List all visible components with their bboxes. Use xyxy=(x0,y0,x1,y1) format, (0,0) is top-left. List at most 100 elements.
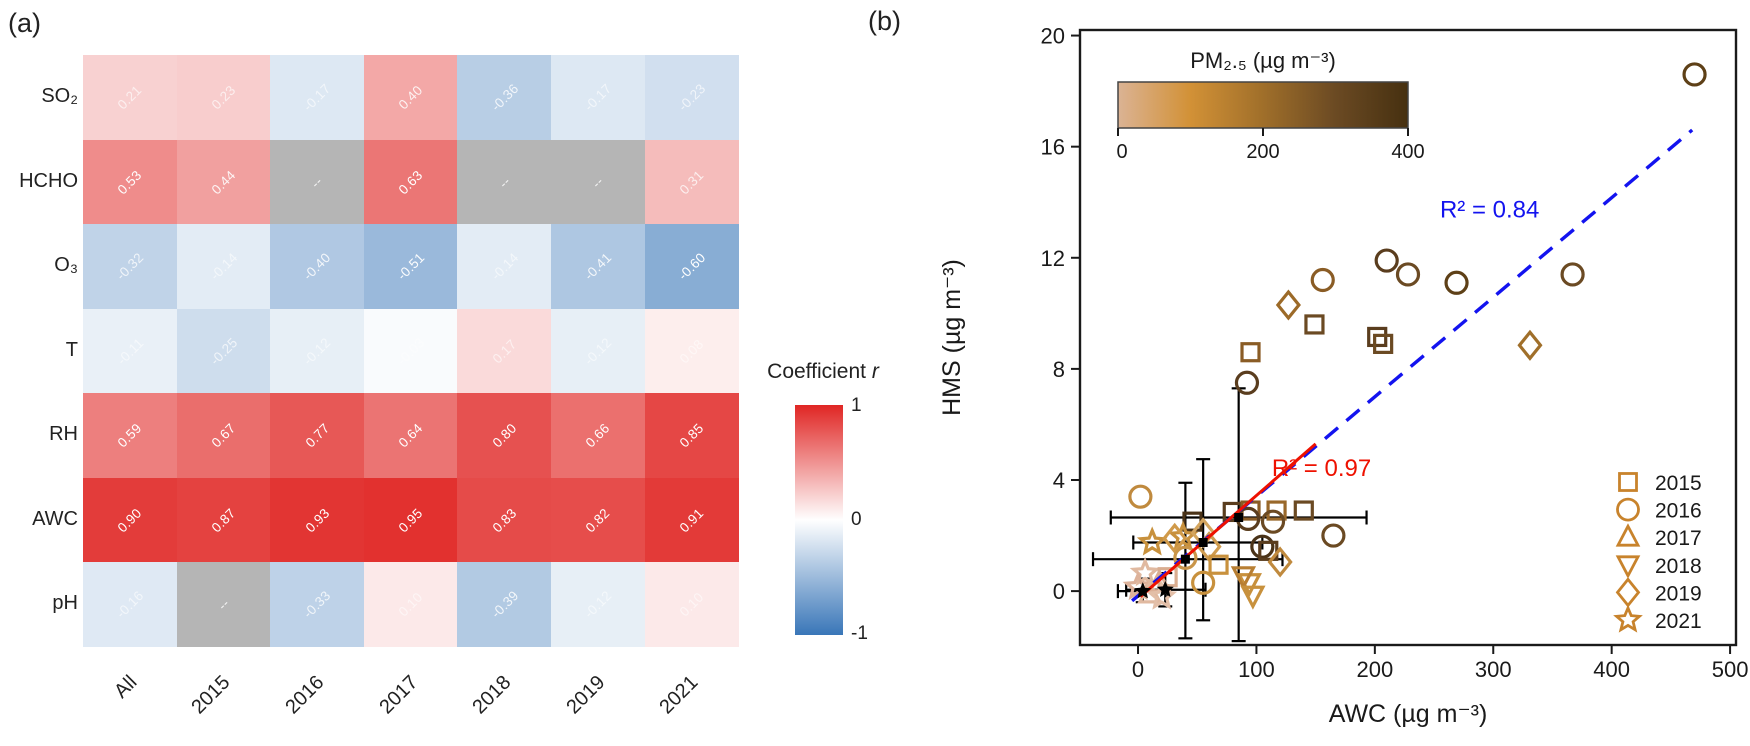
heatmap-cell-value: -0.17 xyxy=(581,80,615,115)
y-tick-label: 16 xyxy=(1041,135,1065,160)
heatmap-cell-value: 0.10 xyxy=(395,589,426,620)
data-point-2015 xyxy=(1373,333,1394,354)
data-point-2016 xyxy=(1173,545,1198,570)
data-point-2016 xyxy=(1682,62,1707,87)
heatmap-column-labels: All 2015 2016 2017 2018 2019 2021 xyxy=(83,650,738,740)
heatmap-cell-value: -0.12 xyxy=(300,334,334,368)
heatmap-cell: -0.60 xyxy=(644,224,739,309)
data-point-2018 xyxy=(1240,585,1266,610)
legend-marker-triangle-up xyxy=(1615,523,1641,547)
pm25-colorbar xyxy=(1117,81,1409,129)
data-point-2019 xyxy=(1517,329,1543,361)
heatmap-row-label: AWC xyxy=(32,507,78,530)
legend-marker-square xyxy=(1618,472,1638,492)
heatmap-cell-value: 0.08 xyxy=(676,336,707,366)
data-point-2016 xyxy=(1128,484,1153,509)
data-point-2015 xyxy=(1293,500,1314,521)
heatmap-cell-value: 0.23 xyxy=(208,82,239,113)
mean-marker xyxy=(1156,580,1174,597)
legend-label: 2018 xyxy=(1655,555,1702,578)
heatmap-cell: 0.83 xyxy=(457,477,552,563)
data-point-2016 xyxy=(1374,248,1399,273)
heatmap-cell: -0.14 xyxy=(176,224,271,309)
heatmap-cell: -- xyxy=(551,139,645,225)
data-point-2016 xyxy=(1234,370,1260,395)
data-point-2016 xyxy=(1250,534,1275,559)
heatmap-cell: 0.93 xyxy=(270,477,365,563)
heatmap-cell: -0.11 xyxy=(83,308,177,394)
heatmap-row-label: RH xyxy=(49,423,78,446)
heatmap-cell-value: 0.67 xyxy=(208,420,239,451)
plot-frame xyxy=(1078,28,1738,647)
heatmap-cell: -0.51 xyxy=(363,224,458,309)
heatmap-cell: -0.12 xyxy=(551,308,645,394)
heatmap-cell: -0.17 xyxy=(270,55,365,140)
heatmap-cell: -0.23 xyxy=(644,55,739,140)
heatmap-cell-value: 0.21 xyxy=(115,82,145,113)
mean-marker xyxy=(1180,554,1190,564)
heatmap-cell-value: -0.33 xyxy=(300,587,334,622)
heatmap-column-label: 2021 xyxy=(655,671,703,719)
heatmap-cell-value: -0.23 xyxy=(675,80,709,115)
x-tick-label: 100 xyxy=(1238,657,1275,682)
y-axis-label: HMS (µg m⁻³) xyxy=(938,259,966,416)
heatmap-cell: 0.85 xyxy=(644,393,739,478)
red-solid-fit-label: R² = 0.97 xyxy=(1272,455,1371,482)
heatmap-column-label: 2016 xyxy=(281,671,329,719)
heatmap-cell-value: -0.17 xyxy=(300,80,334,115)
heatmap-cell-value: 0.77 xyxy=(302,420,333,451)
data-point-2016 xyxy=(1260,509,1286,534)
y-tick-label: 4 xyxy=(1053,468,1065,493)
pm25-tick-label: 0 xyxy=(1116,141,1127,163)
heatmap-cell-value: 0.53 xyxy=(115,167,145,197)
heatmap-cell: -0.40 xyxy=(270,224,365,309)
heatmap-cell: 0.87 xyxy=(176,477,271,563)
data-point-2015 xyxy=(1240,342,1261,363)
heatmap-cell: -0.12 xyxy=(270,308,365,394)
heatmap-cell-value: 0.66 xyxy=(583,420,613,451)
heatmap-cell: 0.23 xyxy=(176,55,271,140)
heatmap-cell: -0.36 xyxy=(457,55,552,140)
colorbar-tick-1: 1 xyxy=(851,395,862,416)
heatmap-cell-value: 0.83 xyxy=(489,505,520,535)
heatmap-cell-value: -0.41 xyxy=(581,249,615,284)
data-point-2015 xyxy=(1304,314,1325,335)
heatmap-cell-value: 0.95 xyxy=(395,505,426,535)
heatmap-cell-value: 0.44 xyxy=(208,167,239,197)
heatmap-cell-value: 0.17 xyxy=(489,336,520,366)
heatmap-cell-value: -- xyxy=(308,173,326,191)
x-tick-label: 200 xyxy=(1356,657,1393,682)
data-point-2016 xyxy=(1321,523,1346,548)
heatmap-cell: 0.08 xyxy=(644,308,739,394)
x-tick-label: 0 xyxy=(1132,657,1144,682)
heatmap-cell: 0.67 xyxy=(176,393,271,478)
data-point-2018 xyxy=(1230,566,1257,591)
data-point-2019 xyxy=(1267,546,1293,578)
heatmap-row-label: SO₂ xyxy=(41,85,78,108)
heatmap-cell: 0.17 xyxy=(457,308,552,394)
data-point-2015 xyxy=(1208,554,1229,575)
heatmap-cell-value: -- xyxy=(214,595,233,614)
heatmap-cell: 0.80 xyxy=(457,393,552,478)
heatmap-cell: -0.33 xyxy=(270,562,365,647)
heatmap-cell: -- xyxy=(270,139,365,225)
legend-marker-circle xyxy=(1616,497,1640,522)
correlation-heatmap: 0.21 0.23 -0.17 0.40 -0.36 -0.17 -0.23 0.53 0.44… xyxy=(83,55,739,647)
heatmap-cell: 0.31 xyxy=(644,139,739,225)
y-tick-label: 8 xyxy=(1053,357,1065,382)
heatmap-cell: 0.44 xyxy=(176,139,271,225)
heatmap-cell: 0.10 xyxy=(644,562,739,647)
heatmap-cell-value: -0.25 xyxy=(207,334,241,368)
heatmap-cell-value: -0.11 xyxy=(113,334,147,368)
mean-marker xyxy=(1234,513,1244,522)
data-point-2016 xyxy=(1444,270,1469,295)
heatmap-cell-value: -- xyxy=(589,173,607,191)
coefficient-colorbar xyxy=(795,405,843,635)
data-point-2016 xyxy=(1310,267,1335,293)
data-point-2015 xyxy=(1266,500,1287,521)
heatmap-column-label: 2015 xyxy=(187,671,235,719)
data-point-2021 xyxy=(1136,526,1168,556)
heatmap-cell: 0.91 xyxy=(644,477,739,563)
heatmap-cell-value: -0.03 xyxy=(394,334,428,368)
